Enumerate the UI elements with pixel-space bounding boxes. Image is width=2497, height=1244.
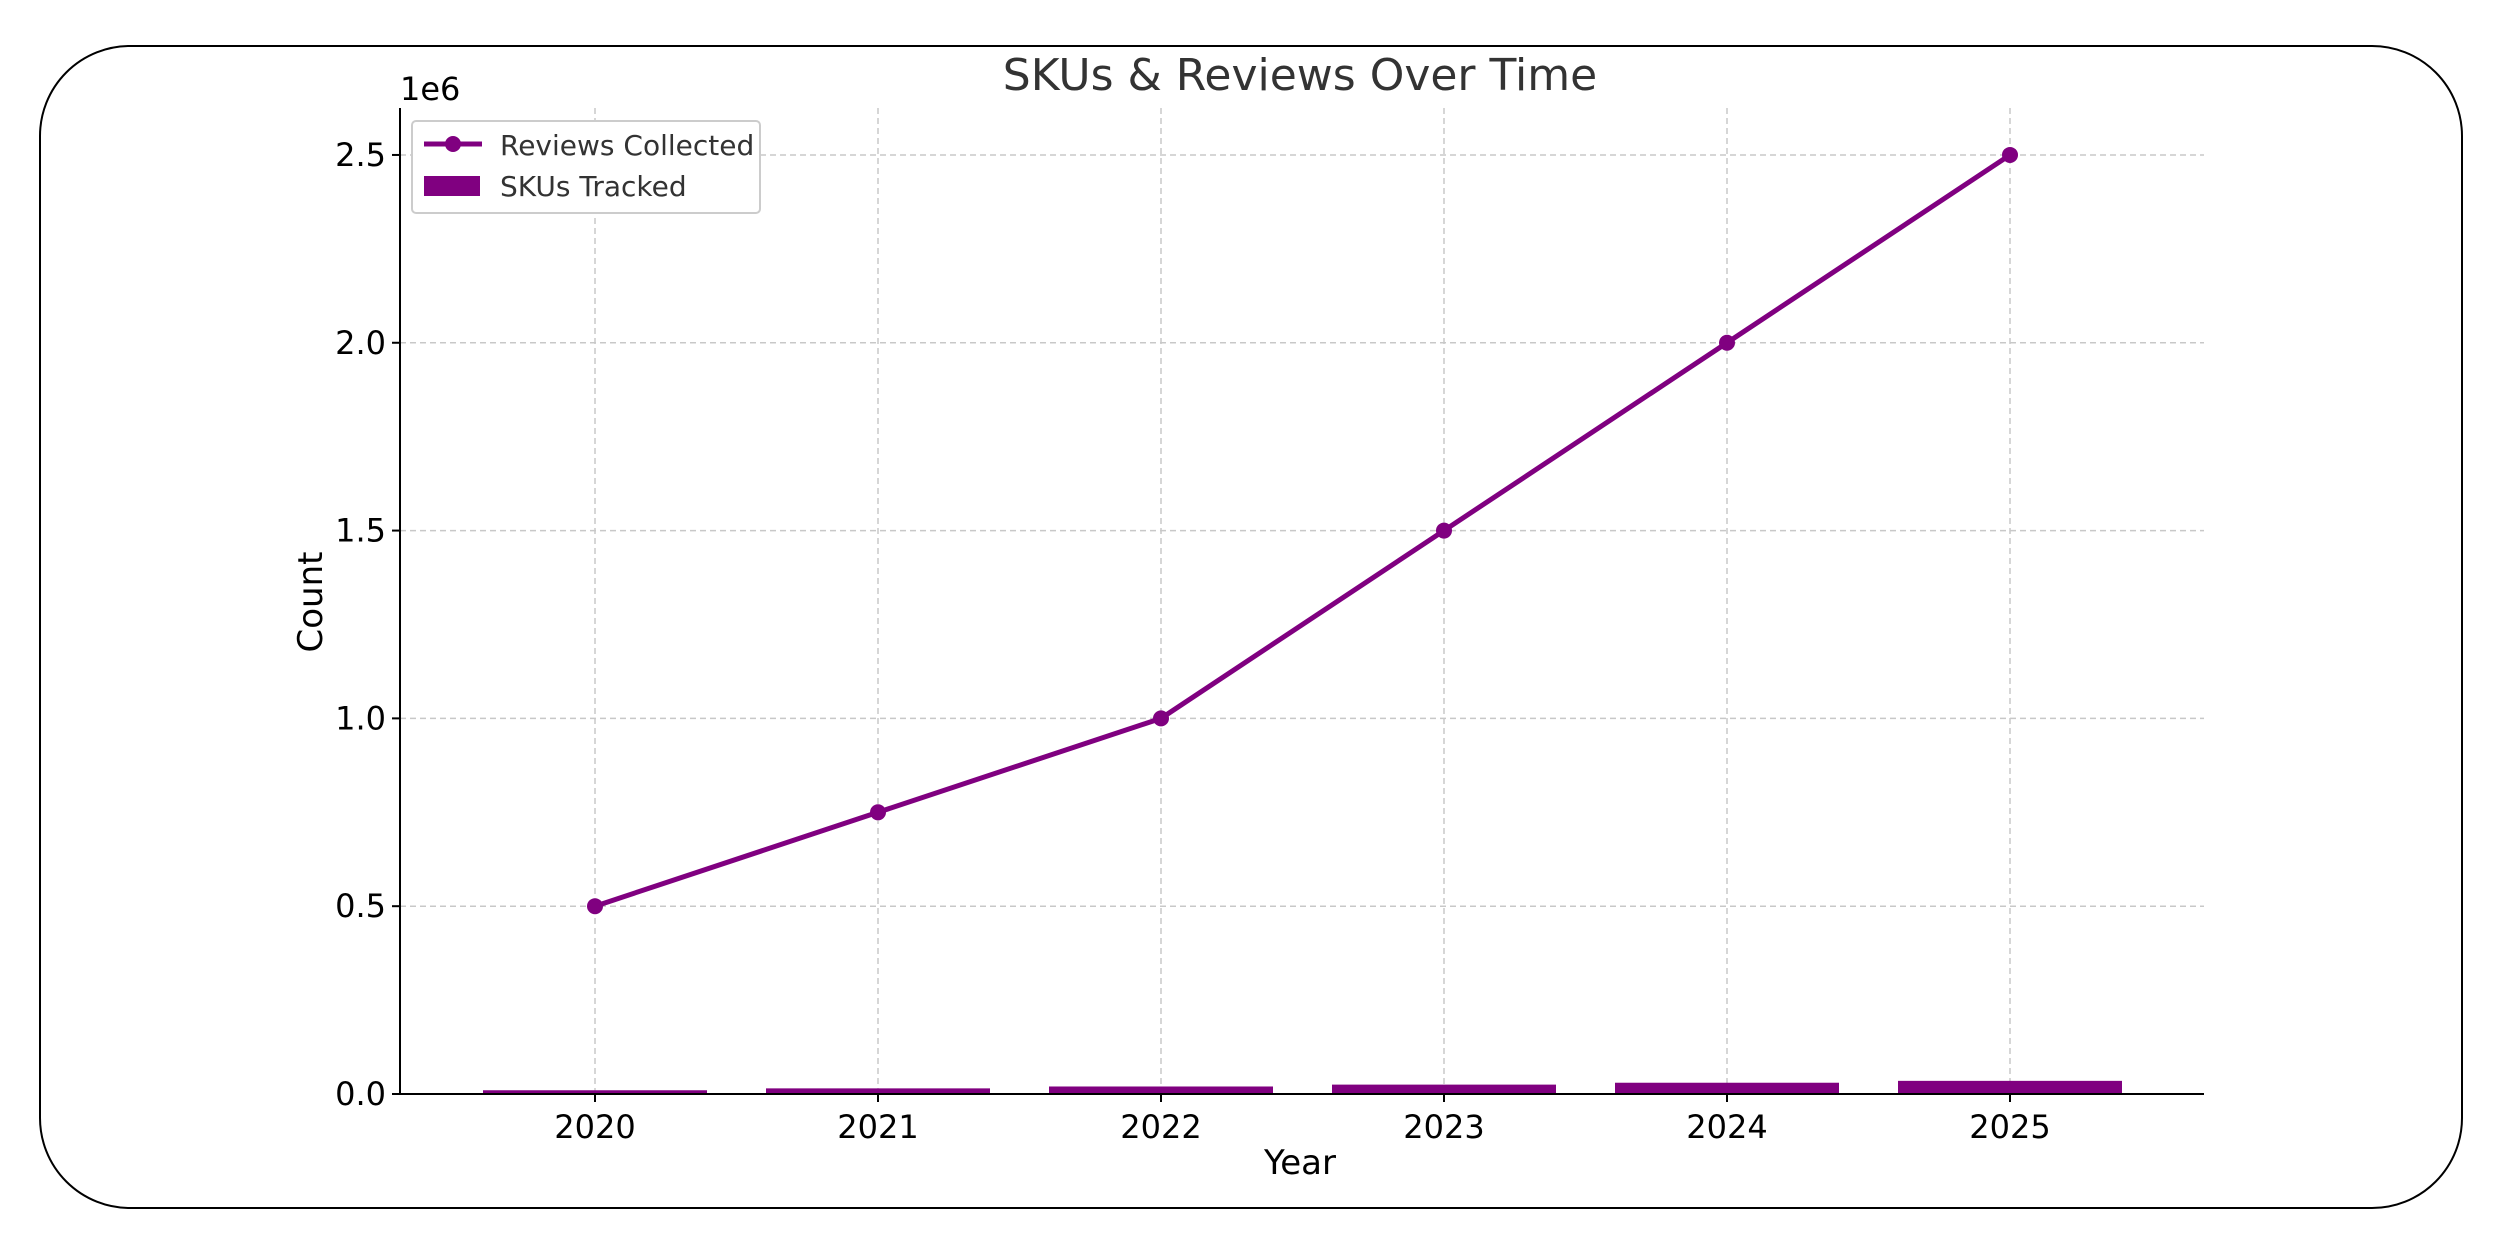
bar-skus-2024 xyxy=(1615,1082,1839,1094)
x-tick-label: 2020 xyxy=(554,1108,635,1146)
legend-label-skus: SKUs Tracked xyxy=(500,170,687,203)
y-tick-label: 2.5 xyxy=(335,136,386,174)
bar-skus-2022 xyxy=(1049,1086,1273,1094)
y-tick-label: 0.5 xyxy=(335,887,386,925)
legend: Reviews Collected SKUs Tracked xyxy=(411,120,761,214)
legend-frame xyxy=(411,120,761,214)
y-axis-label: Count xyxy=(291,552,331,653)
y-tick-label: 1.5 xyxy=(335,512,386,550)
x-tick-label: 2023 xyxy=(1403,1108,1484,1146)
y-offset-label: 1e6 xyxy=(400,70,460,108)
point-reviews-2022 xyxy=(1153,710,1169,727)
ticks-layer: 0.0 0.5 1.0 1.5 2.0 2.5 2020 2021 2022 2023 2024 20… xyxy=(335,136,2051,1146)
line-reviews-collected xyxy=(594,152,2012,909)
point-reviews-2025 xyxy=(2002,146,2018,163)
x-tick-label: 2022 xyxy=(1120,1108,1201,1146)
chart-title: SKUs & Reviews Over Time xyxy=(1003,50,1597,101)
legend-marker-swatch xyxy=(445,136,461,152)
bar-skus-2021 xyxy=(766,1088,990,1094)
bars-layer xyxy=(483,1080,2122,1094)
legend-label-reviews: Reviews Collected xyxy=(500,129,754,162)
point-reviews-2021 xyxy=(870,804,886,821)
y-tick-label: 0.0 xyxy=(335,1075,386,1113)
line-layer xyxy=(587,146,2018,915)
bar-skus-2020 xyxy=(483,1090,707,1094)
x-tick-label: 2021 xyxy=(837,1108,918,1146)
point-reviews-2023 xyxy=(1436,522,1452,539)
point-reviews-2024 xyxy=(1719,334,1735,351)
bar-skus-2025 xyxy=(1898,1080,2122,1094)
legend-bar-swatch xyxy=(424,176,480,196)
x-tick-label: 2024 xyxy=(1686,1108,1767,1146)
x-axis-label: Year xyxy=(1263,1143,1336,1183)
x-tick-label: 2025 xyxy=(1969,1108,2050,1146)
point-reviews-2020 xyxy=(587,898,603,915)
bar-skus-2023 xyxy=(1332,1084,1556,1094)
y-tick-label: 2.0 xyxy=(335,324,386,362)
chart-card-frame xyxy=(39,45,2463,1209)
y-tick-label: 1.0 xyxy=(335,699,386,737)
axes-layer xyxy=(399,108,2204,1095)
